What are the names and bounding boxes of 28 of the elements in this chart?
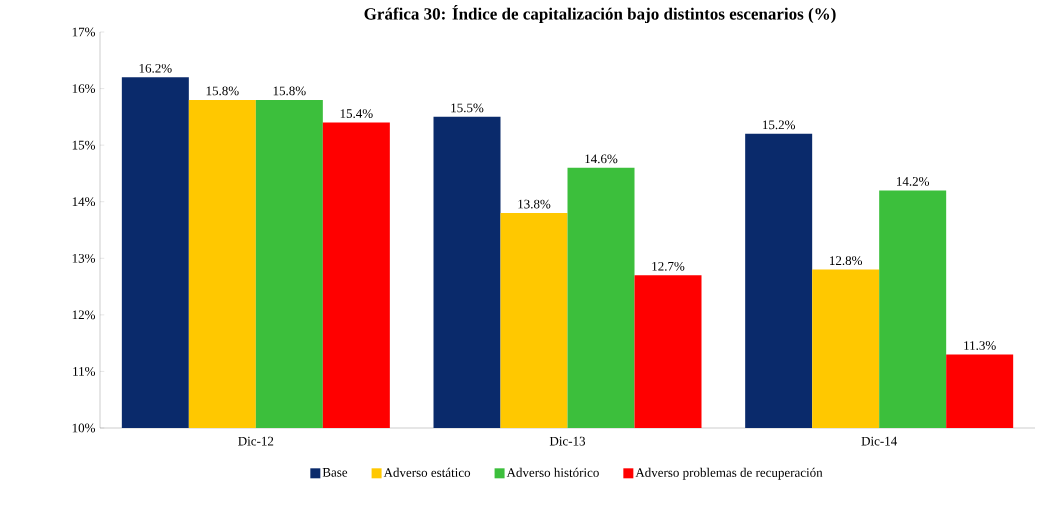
data-label: 15.5%: [451, 103, 484, 113]
data-label: 15.8%: [206, 86, 239, 96]
y-tick-label: 10%: [72, 423, 96, 433]
legend-label: Adverso estático: [383, 467, 471, 477]
y-tick-label: 12%: [72, 310, 96, 320]
y-tick-label: 14%: [72, 197, 96, 207]
chart-title: Gráfica 30: Índice de capitalización bajo distintos escenarios (%): [364, 4, 836, 24]
y-tick-label: 16%: [72, 84, 96, 93]
data-label: 15.4%: [340, 109, 373, 118]
y-tick-label: 11%: [73, 367, 96, 376]
data-label: 11.3%: [964, 341, 996, 350]
legend-label: Base: [322, 468, 348, 477]
x-tick-label: Dic-13: [549, 436, 586, 446]
data-label: 12.8%: [830, 256, 863, 266]
data-label: 16.2%: [139, 63, 172, 73]
data-label: 14.2%: [897, 177, 930, 186]
data-label: 13.8%: [518, 199, 551, 209]
data-label: 12.7%: [652, 261, 685, 271]
y-tick-label: 15%: [72, 140, 96, 150]
x-tick-label: Dic-12: [238, 436, 274, 446]
data-label: 14.6%: [585, 154, 618, 164]
y-tick-label: 17%: [72, 27, 96, 37]
legend-label: Adverso problemas de recuperación: [635, 467, 823, 480]
data-label: 15.8%: [273, 86, 306, 96]
legend-label: Adverso histórico: [506, 467, 599, 477]
x-tick-label: Dic-14: [861, 436, 898, 446]
y-tick-label: 13%: [72, 253, 96, 263]
data-label: 15.2%: [763, 120, 796, 130]
